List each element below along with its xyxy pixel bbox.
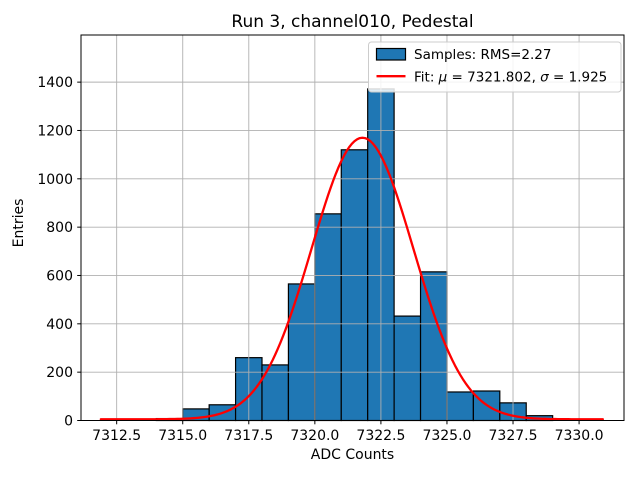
histogram-bar	[393, 315, 422, 422]
legend-label-fit: Fit: μ = 7321.802, σ = 1.925	[414, 70, 607, 86]
axes-spines	[80, 34, 625, 421]
y-tick-label: 600	[46, 268, 73, 284]
y-tick-labels: 0 200 400 600 800 1000 1200 1400	[37, 75, 73, 429]
y-tick-label: 1200	[37, 123, 73, 139]
x-tick-label: 7322.5	[356, 428, 405, 444]
x-axis-label: ADC Counts	[311, 447, 394, 463]
histogram-bar	[314, 213, 342, 422]
y-tick-label: 0	[64, 414, 73, 430]
y-tick-label: 400	[46, 317, 73, 333]
histogram-bar	[340, 149, 369, 422]
gridlines	[81, 35, 624, 421]
histogram-bar	[446, 391, 474, 422]
legend-box	[368, 41, 622, 93]
y-tick-label: 1400	[37, 75, 73, 91]
histogram-bar	[287, 283, 316, 422]
x-tick-label: 7315.0	[158, 428, 207, 444]
fit-curve	[99, 136, 605, 421]
x-tick-label: 7320.0	[290, 428, 339, 444]
y-axis-label: Entries	[11, 199, 27, 248]
chart-title: Run 3, channel010, Pedestal	[231, 12, 473, 32]
x-tick-labels: 7312.5 7315.0 7317.5 7320.0 7322.5 7325.0 7327…	[92, 428, 603, 444]
x-tick-label: 7330.0	[555, 428, 604, 444]
gaussian-fit-line	[99, 136, 605, 421]
x-tick-label: 7312.5	[92, 428, 141, 444]
y-tick-label: 1000	[37, 172, 73, 188]
x-tick-label: 7327.5	[489, 428, 538, 444]
x-tick-label: 7325.0	[422, 428, 471, 444]
legend: Samples: RMS=2.27 Fit: μ = 7321.802, σ =…	[368, 41, 622, 93]
tick-marks	[77, 81, 580, 425]
histogram-bar	[419, 271, 448, 422]
x-tick-label: 7317.5	[224, 428, 273, 444]
legend-label-samples: Samples: RMS=2.27	[414, 47, 551, 63]
y-tick-label: 200	[46, 365, 73, 381]
y-tick-label: 800	[46, 220, 73, 236]
legend-swatch-samples	[375, 47, 407, 61]
